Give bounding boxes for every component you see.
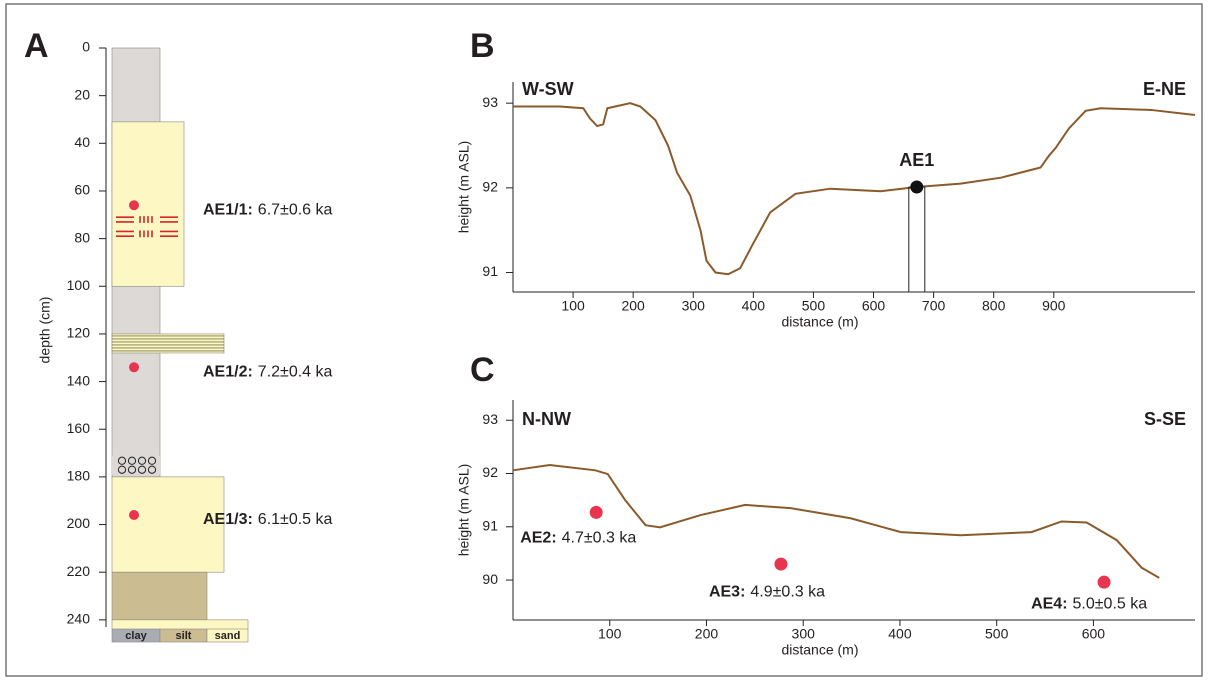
- sample-marker: [589, 505, 603, 519]
- x-tick-label: 900: [1042, 298, 1066, 314]
- x-axis-label: distance (m): [781, 642, 858, 658]
- layer: [111, 121, 185, 287]
- y-tick-label: 240: [67, 611, 91, 627]
- x-tick-label: 400: [742, 298, 766, 314]
- direction-label: N-NW: [522, 409, 571, 429]
- x-tick-label: 300: [682, 298, 706, 314]
- y-tick-label: 93: [482, 94, 498, 110]
- y-axis-label: height (m ASL): [456, 464, 472, 557]
- sample-name: AE3:: [709, 583, 745, 600]
- terrain-profile: [512, 463, 1160, 579]
- x-tick-label: 500: [802, 298, 826, 314]
- sample-name: AE1/2:: [203, 364, 253, 381]
- gravel: [137, 465, 147, 474]
- y-tick-label: 180: [67, 468, 91, 484]
- terrain-profile: [513, 102, 1196, 276]
- panel-letter: C: [470, 351, 495, 389]
- y-tick-label: 91: [482, 517, 498, 533]
- sample-name: AE2:: [520, 530, 556, 547]
- y-tick-label: 91: [482, 263, 498, 279]
- x-tick-label: 400: [888, 626, 912, 642]
- panel-letter: A: [24, 27, 49, 65]
- frame: [5, 3, 1203, 677]
- y-axis-label: height (m ASL): [456, 141, 472, 234]
- legend-label: clay: [125, 630, 147, 642]
- y-tick-label: 92: [482, 179, 498, 195]
- x-tick-label: 600: [1082, 626, 1106, 642]
- sample-marker: [129, 510, 139, 521]
- x-tick-label: 800: [982, 298, 1006, 314]
- x-tick-label: 200: [621, 298, 645, 314]
- y-tick-label: 120: [67, 325, 91, 341]
- layer: [111, 619, 249, 630]
- gravel: [117, 456, 127, 465]
- y-tick-label: 80: [74, 229, 90, 245]
- gravel: [127, 456, 137, 465]
- y-tick-label: 92: [482, 464, 498, 480]
- y-tick-label: 0: [82, 39, 90, 55]
- gravel: [117, 465, 127, 474]
- y-tick-label: 200: [67, 515, 91, 531]
- x-tick-label: 700: [922, 298, 946, 314]
- layer: [111, 571, 208, 621]
- legend-label: sand: [215, 630, 241, 642]
- sample-age: 6.7±0.6 ka: [258, 201, 333, 218]
- y-tick-label: 20: [74, 86, 90, 102]
- y-tick-label: 93: [482, 411, 498, 427]
- y-tick-label: 100: [67, 277, 91, 293]
- sample-marker: [129, 200, 139, 211]
- sample-name: AE1/1:: [203, 201, 253, 218]
- direction-label: W-SW: [522, 79, 574, 99]
- sample-name: AE1: [899, 150, 934, 170]
- y-tick-label: 40: [74, 134, 90, 150]
- x-tick-label: 200: [695, 626, 719, 642]
- direction-label: S-SE: [1144, 409, 1186, 429]
- sample-name: AE1/3:: [203, 511, 253, 528]
- y-tick-label: 160: [67, 420, 91, 436]
- x-tick-label: 100: [561, 298, 585, 314]
- sample-marker: [910, 180, 924, 194]
- gravel: [127, 465, 137, 474]
- sample-age: 7.2±0.4 ka: [258, 364, 333, 381]
- y-tick-label: 60: [74, 182, 90, 198]
- sample-marker: [129, 362, 139, 373]
- sample-age: 6.1±0.5 ka: [258, 511, 333, 528]
- x-tick-label: 500: [985, 626, 1009, 642]
- core: [908, 186, 926, 293]
- x-axis-label: distance (m): [781, 314, 858, 330]
- gravel: [147, 465, 157, 474]
- sample-marker: [774, 557, 788, 571]
- x-tick-label: 600: [862, 298, 886, 314]
- panel-letter: B: [470, 27, 495, 65]
- layer: [111, 476, 225, 573]
- y-tick-label: 220: [67, 563, 91, 579]
- legend-swatch: [206, 628, 249, 643]
- gravel: [147, 456, 157, 465]
- direction-label: E-NE: [1143, 79, 1186, 99]
- legend-label: silt: [176, 630, 192, 642]
- y-axis-label: depth (cm): [37, 297, 53, 364]
- layer: [111, 333, 225, 354]
- sample-name: AE4:: [1031, 595, 1067, 612]
- sample-age: 5.0±0.5 ka: [1073, 595, 1148, 612]
- gravel: [137, 456, 147, 465]
- x-tick-label: 300: [792, 626, 816, 642]
- sample-marker: [1097, 575, 1111, 589]
- y-tick-label: 140: [67, 372, 91, 388]
- sample-age: 4.7±0.3 ka: [562, 530, 637, 547]
- sample-age: 4.9±0.3 ka: [750, 583, 825, 600]
- x-tick-label: 100: [598, 626, 622, 642]
- y-tick-label: 90: [482, 571, 498, 587]
